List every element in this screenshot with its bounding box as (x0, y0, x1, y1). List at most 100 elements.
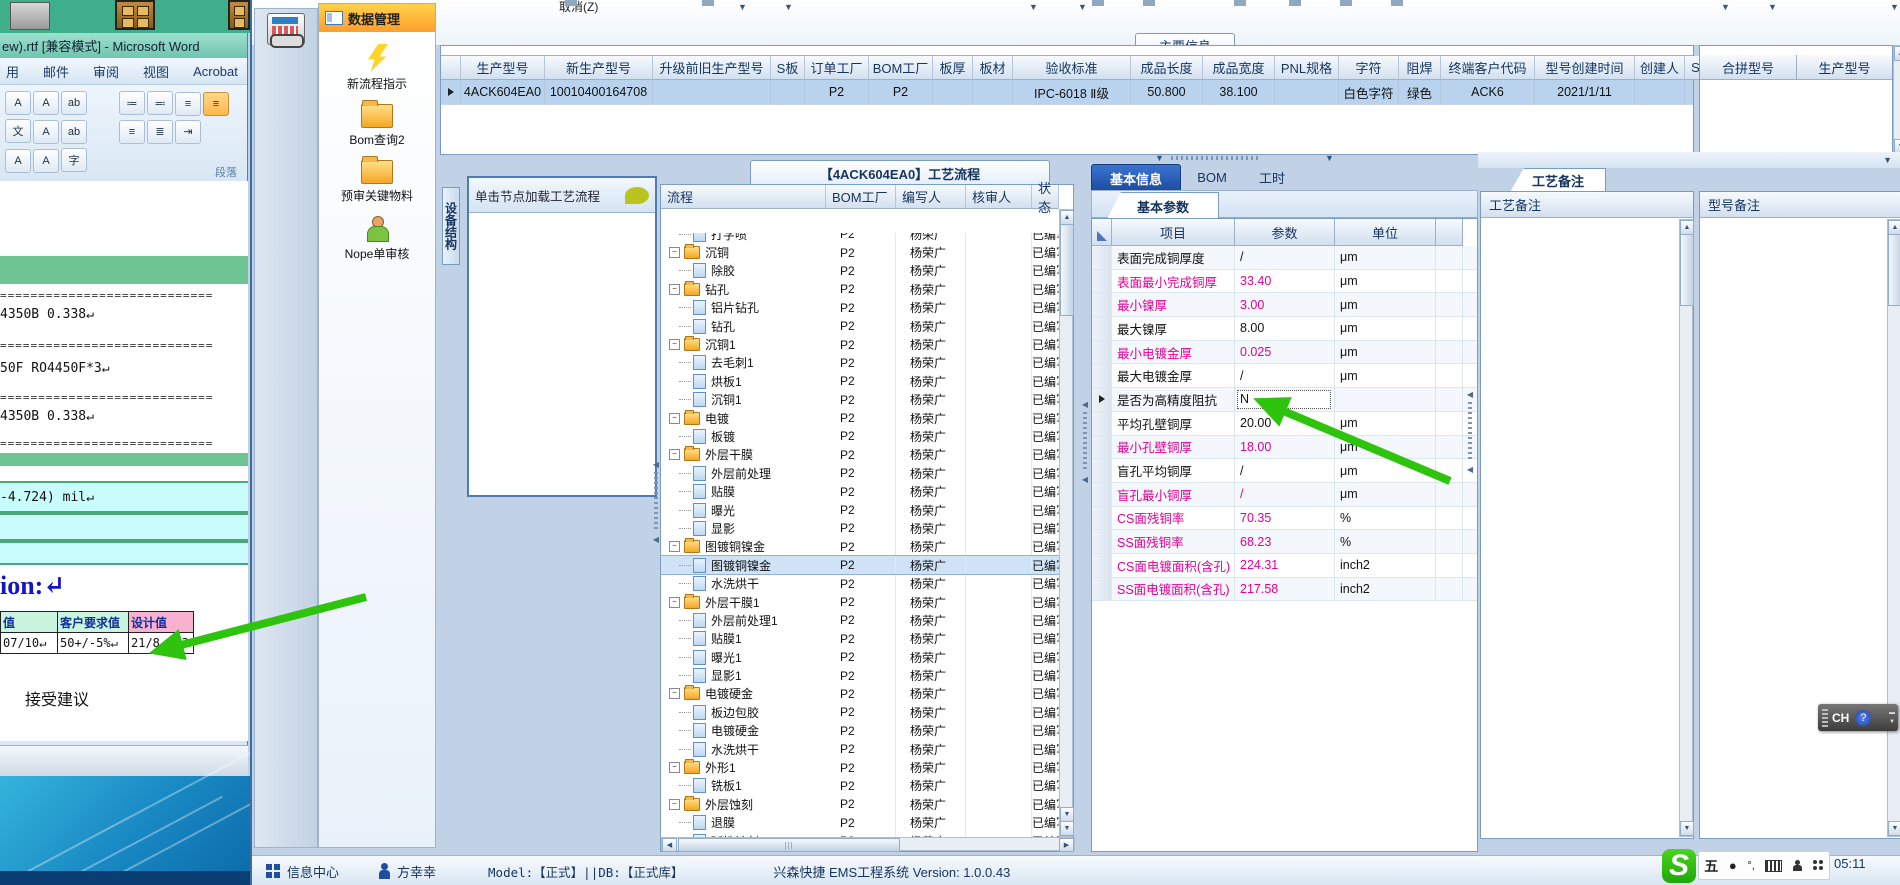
column-header[interactable]: 状态 (1032, 181, 1059, 215)
column-header[interactable]: PNL规格 (1275, 56, 1339, 80)
ime-grid-icon[interactable] (1812, 860, 1824, 871)
ime-person-icon[interactable] (1793, 860, 1803, 871)
desktop-icon[interactable] (10, 2, 50, 30)
param-value[interactable]: 70.35 (1235, 506, 1335, 530)
column-header[interactable]: 新生产型号 (545, 56, 653, 80)
column-header[interactable]: 参数 (1235, 219, 1335, 246)
help-icon[interactable]: ? (1855, 709, 1872, 726)
sogou-input-icon[interactable]: S (1662, 849, 1696, 883)
tree-expander-icon[interactable]: − (669, 541, 680, 553)
dropdown-arrow-icon[interactable]: ▼ (738, 2, 747, 12)
param-value[interactable]: 217.58 (1235, 577, 1335, 601)
params-row[interactable]: 最小镍厚 3.00 μm (1092, 293, 1477, 318)
language-bar[interactable]: CH ? ▬ ▼ (1818, 704, 1898, 731)
word-paragraph-button[interactable]: ≡ (119, 120, 145, 144)
tree-scrollbar-vertical[interactable]: ▲ ▼ ▼ (1059, 209, 1074, 837)
params-row[interactable]: 是否为高精度阻抗 N (1092, 388, 1477, 412)
word-font-button[interactable]: A (5, 149, 31, 173)
sidebar-item-新流程指示[interactable]: 新流程指示 (319, 44, 435, 92)
scrollbar-vertical[interactable]: ▲▼ (1893, 45, 1900, 155)
dropdown-arrow-icon[interactable]: ▼ (1029, 2, 1038, 12)
tree-expander-icon[interactable]: − (669, 798, 680, 810)
word-font-button[interactable]: A (33, 149, 59, 173)
params-splitter-top[interactable]: ▼ ▼ (1155, 153, 1334, 163)
tab-bom[interactable]: BOM (1197, 169, 1227, 185)
params-row[interactable]: 最小孔壁铜厚 18.00 μm (1092, 435, 1477, 460)
params-row[interactable]: 盲孔平均铜厚 / μm (1092, 459, 1477, 483)
params-row[interactable]: SS面残铜率 68.23% (1092, 530, 1477, 554)
remarks-scrollbar[interactable]: ▲ ▼ (1679, 219, 1694, 837)
param-value[interactable]: / (1235, 364, 1335, 388)
process-tree[interactable]: 打字喷P2杨荣广已编写−沉铜P2杨荣广已编写除胶P2杨荣广已编写−钻孔P2杨荣广… (661, 233, 1059, 857)
params-row[interactable]: 盲孔最小铜厚 / μm (1092, 482, 1477, 507)
param-value[interactable]: 0.025 (1235, 340, 1335, 364)
param-value[interactable]: 20.00 (1235, 411, 1335, 435)
word-tab[interactable]: Acrobat (193, 63, 238, 79)
status-info-center[interactable]: 信息中心 (287, 864, 340, 880)
splitter-middle[interactable]: ◀ ◀ (1081, 400, 1089, 484)
column-header[interactable]: 流程 (661, 185, 826, 209)
tree-expander-icon[interactable]: − (669, 283, 680, 295)
params-row[interactable]: 最小电镀金厚 0.025 μm (1092, 340, 1477, 365)
params-row[interactable]: 表面完成铜厚度 / μm (1092, 246, 1477, 270)
column-header[interactable]: 验收标准 (1013, 56, 1131, 80)
splitter-right[interactable]: ◀ ◀ (1466, 390, 1474, 474)
subtab-basic-params[interactable]: 基本参数 (1107, 192, 1219, 219)
word-tab[interactable]: 视图 (143, 64, 170, 80)
word-tab[interactable]: 用 (6, 64, 20, 80)
langbar-buttons[interactable]: ▬ ▼ (1889, 710, 1895, 725)
param-value[interactable]: 224.31 (1235, 553, 1335, 577)
sidebar-item-Bom查询2[interactable]: Bom查询2 (319, 100, 435, 148)
sidebar-item-预审关键物料[interactable]: 预审关键物料 (319, 156, 435, 204)
word-tab[interactable]: 审阅 (93, 64, 120, 80)
params-row[interactable]: 最大电镀金厚 / μm (1092, 364, 1477, 389)
params-row[interactable]: CS面电镀面积(含孔) 224.31 inch2 (1092, 553, 1477, 578)
param-value[interactable]: 8.00 (1235, 317, 1335, 340)
tree-expander-icon[interactable]: − (669, 762, 680, 774)
remarks-scrollbar[interactable]: ▲ ▼ (1887, 219, 1900, 837)
param-value[interactable]: / (1235, 482, 1335, 506)
calculator-link-icon[interactable] (267, 13, 305, 48)
params-row[interactable]: CS面残铜率 70.35% (1092, 506, 1477, 531)
column-header[interactable]: 字符 (1339, 56, 1399, 80)
param-value[interactable]: 3.00 (1235, 293, 1335, 317)
column-header[interactable]: BOM工厂 (869, 56, 933, 80)
dropdown-arrow-icon[interactable]: ▼ (1890, 2, 1899, 12)
column-header[interactable]: S板 (771, 56, 805, 80)
column-header[interactable] (441, 56, 461, 80)
ime-mode-icon[interactable]: 五 (1704, 857, 1719, 874)
param-value-editor[interactable]: N (1237, 389, 1331, 409)
params-row[interactable]: SS面电镀面积(含孔) 217.58 inch2 (1092, 577, 1477, 602)
word-paragraph-button[interactable]: ≕ (147, 91, 173, 115)
dropdown-arrow-icon[interactable]: ▼ (1768, 2, 1777, 12)
word-paragraph-button[interactable]: ≡ (175, 91, 201, 116)
column-header[interactable]: 单位 (1335, 219, 1436, 246)
column-header[interactable]: 阻焊 (1399, 56, 1441, 80)
params-row[interactable]: 平均孔壁铜厚 20.00 μm (1092, 411, 1477, 436)
language-indicator[interactable]: CH (1832, 710, 1850, 725)
column-header[interactable]: 板材 (973, 56, 1013, 80)
params-row[interactable]: 表面最小完成铜厚 33.40 μm (1092, 269, 1477, 294)
column-header[interactable]: 板厚 (933, 56, 973, 80)
param-value[interactable]: / (1235, 246, 1335, 269)
word-paragraph-button[interactable]: ≡ (203, 91, 229, 116)
